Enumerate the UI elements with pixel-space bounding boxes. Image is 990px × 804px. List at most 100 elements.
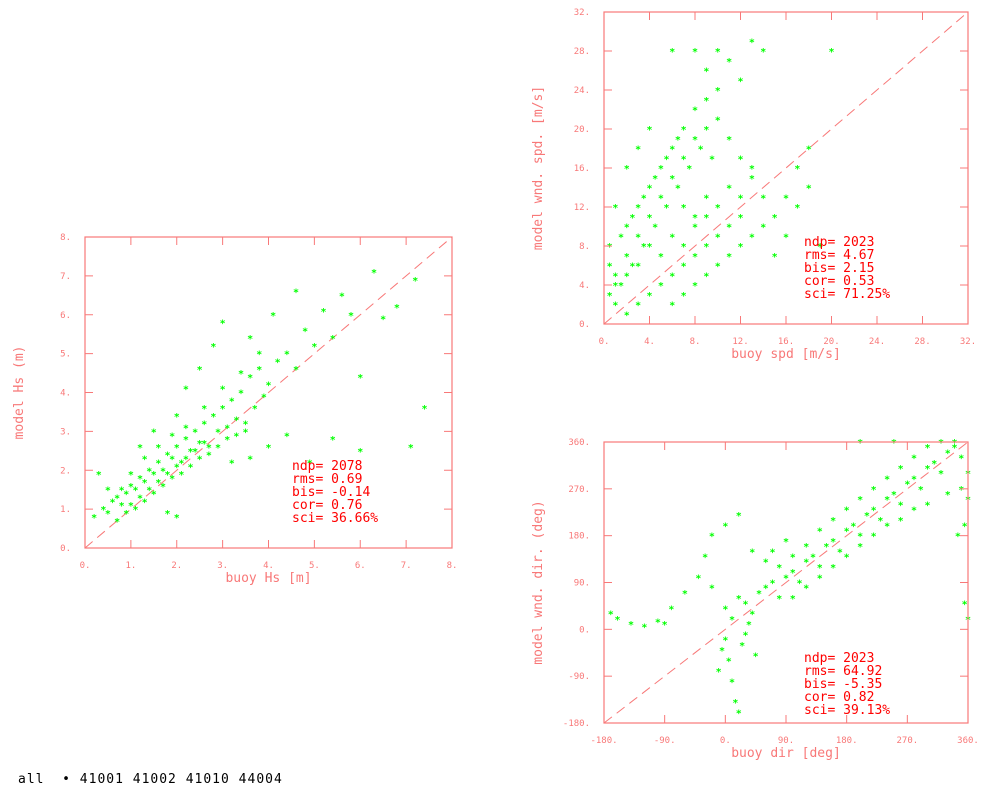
y-tick-label: 2.: [60, 466, 71, 476]
data-point: *: [165, 451, 171, 462]
data-point: *: [719, 646, 725, 657]
data-point: *: [183, 455, 189, 466]
data-point: *: [201, 404, 207, 415]
data-point: *: [918, 485, 924, 496]
data-point: *: [904, 480, 910, 491]
y-tick-label: 90.: [574, 579, 590, 589]
x-tick-label: 4.: [263, 561, 274, 571]
data-point: *: [703, 96, 709, 107]
data-point: *: [958, 454, 964, 465]
data-point: *: [952, 438, 958, 449]
data-point: *: [128, 470, 134, 481]
data-point: *: [658, 164, 664, 175]
data-point: *: [737, 76, 743, 87]
data-point: *: [709, 584, 715, 595]
data-point: *: [187, 462, 193, 473]
data-point: *: [722, 636, 728, 647]
data-point: *: [857, 495, 863, 506]
data-point: *: [421, 404, 427, 415]
x-tick-label: 5.: [309, 561, 320, 571]
data-point: *: [790, 552, 796, 563]
data-point: *: [624, 164, 630, 175]
data-point: *: [408, 443, 414, 454]
data-point: *: [629, 262, 635, 273]
stats-line: ndp= 2078: [292, 459, 362, 474]
data-point: *: [737, 242, 743, 253]
data-point: *: [635, 262, 641, 273]
data-point: *: [962, 599, 968, 610]
data-point: *: [837, 547, 843, 558]
data-point: *: [652, 223, 658, 234]
data-point: *: [641, 193, 647, 204]
data-point: *: [146, 486, 152, 497]
data-point: *: [925, 443, 931, 454]
data-point: *: [607, 242, 613, 253]
data-point: *: [743, 599, 749, 610]
data-points: * * * * * * * * * * * * * * * * * * * * * * * * * * * * * * * * * * * * * * * *…: [607, 37, 835, 321]
data-point: *: [686, 164, 692, 175]
y-tick-label: 32.: [574, 8, 590, 18]
data-point: *: [783, 573, 789, 584]
data-point: *: [743, 631, 749, 642]
data-point: *: [206, 451, 212, 462]
data-point: *: [669, 145, 675, 156]
y-tick-label: -180.: [563, 719, 590, 729]
data-point: *: [224, 423, 230, 434]
data-point: *: [716, 667, 722, 678]
data-point: *: [790, 568, 796, 579]
data-point: *: [243, 427, 249, 438]
data-point: *: [877, 516, 883, 527]
data-point: *: [183, 435, 189, 446]
data-point: *: [703, 213, 709, 224]
x-tick-label: 0.: [720, 736, 731, 746]
data-point: *: [703, 242, 709, 253]
data-point: *: [681, 262, 687, 273]
stats-line: ndp= 2023: [804, 651, 874, 666]
data-point: *: [275, 357, 281, 368]
data-point: *: [898, 464, 904, 475]
data-point: *: [238, 369, 244, 380]
data-point: *: [284, 431, 290, 442]
data-point: *: [726, 657, 732, 668]
data-point: *: [958, 485, 964, 496]
y-tick-label: 1.: [60, 505, 71, 515]
data-point: *: [871, 532, 877, 543]
y-tick-label: -90.: [568, 672, 590, 682]
data-point: *: [783, 232, 789, 243]
data-point: *: [612, 203, 618, 214]
data-point: *: [169, 474, 175, 485]
data-point: *: [201, 439, 207, 450]
data-point: *: [726, 252, 732, 263]
data-point: *: [646, 242, 652, 253]
data-point: *: [265, 381, 271, 392]
data-point: *: [187, 447, 193, 458]
data-point: *: [165, 509, 171, 520]
data-point: *: [646, 291, 652, 302]
y-tick-label: 4.: [579, 281, 590, 291]
data-point: *: [715, 115, 721, 126]
data-point: *: [681, 291, 687, 302]
data-point: *: [911, 454, 917, 465]
data-point: *: [729, 677, 735, 688]
x-tick-label: -180.: [590, 736, 617, 746]
data-point: *: [803, 558, 809, 569]
data-point: *: [155, 458, 161, 469]
data-point: *: [608, 610, 614, 621]
data-point: *: [629, 213, 635, 224]
data-point: *: [726, 223, 732, 234]
data-point: *: [123, 490, 129, 501]
data-point: *: [105, 509, 111, 520]
data-point: *: [709, 532, 715, 543]
data-point: *: [955, 532, 961, 543]
stats-line: rms= 0.69: [292, 472, 362, 487]
data-point: *: [394, 303, 400, 314]
data-point: *: [155, 478, 161, 489]
x-axis-label: buoy dir [deg]: [731, 746, 841, 761]
data-point: *: [151, 490, 157, 501]
data-point: *: [857, 438, 863, 449]
data-point: *: [715, 262, 721, 273]
wind-speed-scatter-panel: * * * * * * * * * * * * * * * * * * * * * * * * * * * * * * * * * * * * * * * *…: [531, 8, 976, 362]
x-tick-label: 6.: [355, 561, 366, 571]
data-point: *: [756, 589, 762, 600]
data-point: *: [151, 470, 157, 481]
